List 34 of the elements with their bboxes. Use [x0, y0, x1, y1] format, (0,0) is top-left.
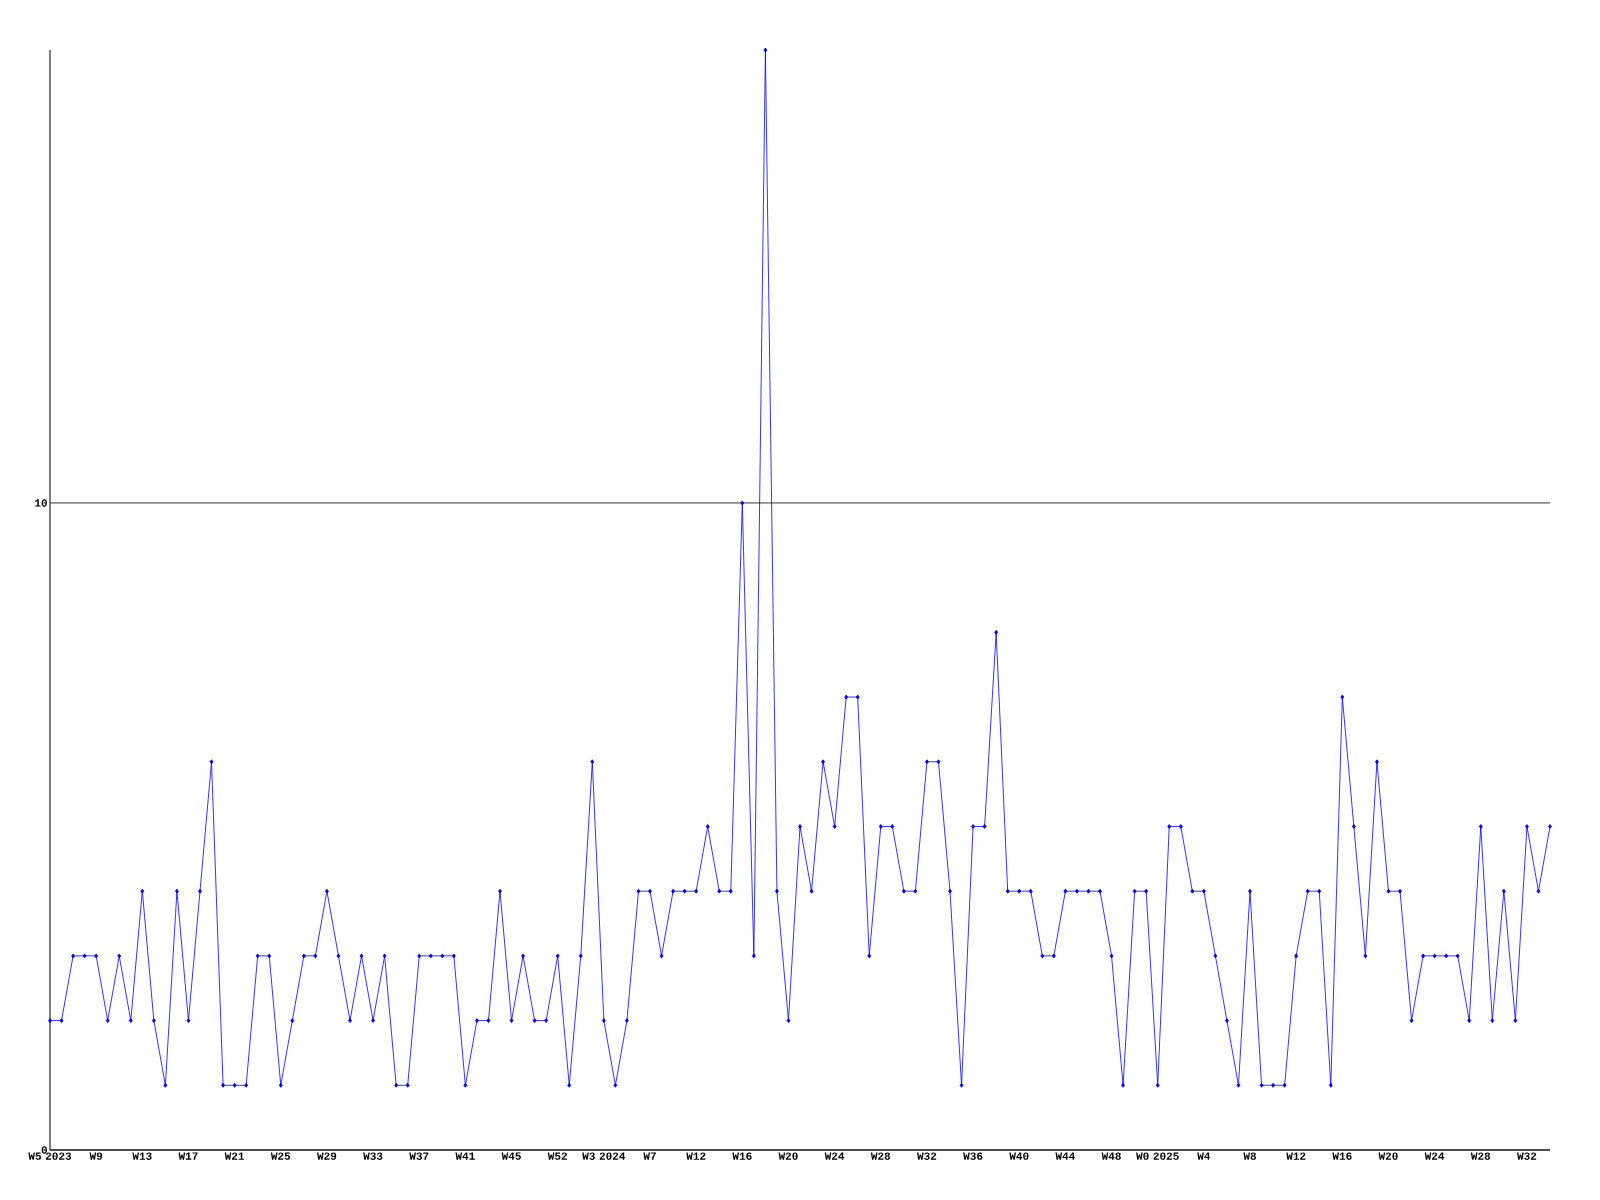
x-tick-label: W25: [270, 1152, 291, 1160]
x-tick-label: W29: [317, 1152, 337, 1160]
x-tick-label: W33: [363, 1152, 383, 1160]
x-tick-label: W16: [732, 1152, 752, 1160]
x-tick-label: W9: [89, 1152, 103, 1160]
x-tick-label: W28: [1470, 1152, 1491, 1160]
x-tick-label: W24: [824, 1152, 845, 1160]
x-tick-label: W20: [1378, 1152, 1398, 1160]
x-tick-label: W36: [963, 1152, 983, 1160]
x-tick-label: W4: [1197, 1152, 1211, 1160]
y-tick-label: 0: [41, 1146, 47, 1154]
x-tick-label: W16: [1332, 1152, 1352, 1160]
x-tick-label: W21: [224, 1152, 245, 1160]
x-tick-label: W12: [686, 1152, 706, 1160]
x-tick-label: W24: [1424, 1152, 1445, 1160]
x-tick-label: W41: [455, 1152, 475, 1160]
x-tick-label: W7: [643, 1152, 656, 1160]
x-tick-label: W20: [778, 1152, 798, 1160]
x-tick-label: W40: [1009, 1152, 1029, 1160]
x-tick-label: W45: [501, 1152, 521, 1160]
y-tick-label: 10: [35, 499, 47, 507]
x-tick-label: W44: [1055, 1152, 1075, 1160]
x-tick-label: W28: [870, 1152, 891, 1160]
x-tick-label: W3 2024: [582, 1152, 626, 1160]
x-tick-label: W32: [1517, 1152, 1537, 1160]
x-tick-label: W48: [1101, 1152, 1121, 1160]
x-tick-label: W37: [409, 1152, 429, 1160]
x-tick-label: W12: [1286, 1152, 1306, 1160]
x-tick-label: W17: [178, 1152, 198, 1160]
x-tick-label: W0 2025: [1136, 1152, 1179, 1160]
x-tick-label: W32: [917, 1152, 937, 1160]
x-tick-label: W52: [547, 1152, 567, 1160]
x-tick-label: W8: [1243, 1152, 1257, 1160]
x-tick-label: W13: [132, 1152, 152, 1160]
